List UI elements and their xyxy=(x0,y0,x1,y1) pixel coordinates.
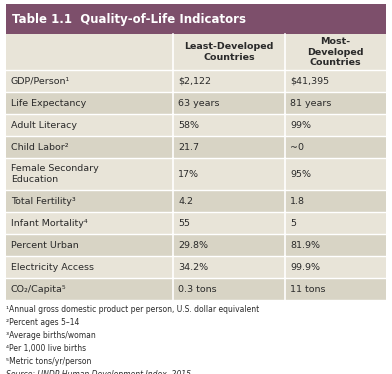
Bar xyxy=(6,190,386,212)
Text: ³Average births/woman: ³Average births/woman xyxy=(6,331,96,340)
Text: 1.8: 1.8 xyxy=(290,196,305,205)
Text: GDP/Person¹: GDP/Person¹ xyxy=(11,77,70,86)
Bar xyxy=(6,70,386,92)
Bar xyxy=(6,158,386,190)
Text: 81 years: 81 years xyxy=(290,98,332,107)
Text: $2,122: $2,122 xyxy=(178,77,211,86)
Bar xyxy=(6,114,386,136)
Text: $41,395: $41,395 xyxy=(290,77,329,86)
Text: Least-Developed
Countries: Least-Developed Countries xyxy=(185,42,274,62)
Text: 81.9%: 81.9% xyxy=(290,240,320,249)
Bar xyxy=(6,278,386,300)
Text: Life Expectancy: Life Expectancy xyxy=(11,98,86,107)
Bar xyxy=(6,256,386,278)
Bar xyxy=(6,212,386,234)
Text: 58%: 58% xyxy=(178,120,199,129)
Text: CO₂/Capita⁵: CO₂/Capita⁵ xyxy=(11,285,67,294)
Text: Electricity Access: Electricity Access xyxy=(11,263,94,272)
Bar xyxy=(6,136,386,158)
Bar xyxy=(6,4,386,34)
Text: Infant Mortality⁴: Infant Mortality⁴ xyxy=(11,218,88,227)
Text: 99.9%: 99.9% xyxy=(290,263,320,272)
Text: ⁵Metric tons/yr/person: ⁵Metric tons/yr/person xyxy=(6,357,91,366)
Text: 5: 5 xyxy=(290,218,296,227)
Text: Table 1.1  Quality-of-Life Indicators: Table 1.1 Quality-of-Life Indicators xyxy=(12,12,246,25)
Text: 29.8%: 29.8% xyxy=(178,240,208,249)
Text: 99%: 99% xyxy=(290,120,311,129)
Text: Female Secondary
Education: Female Secondary Education xyxy=(11,164,99,184)
Text: 11 tons: 11 tons xyxy=(290,285,326,294)
Text: ~0: ~0 xyxy=(290,142,304,151)
Text: Source: UNDP Human Development Index, 2015: Source: UNDP Human Development Index, 20… xyxy=(6,370,191,374)
Bar xyxy=(6,34,386,70)
Text: 21.7: 21.7 xyxy=(178,142,199,151)
Text: 34.2%: 34.2% xyxy=(178,263,208,272)
Text: ²Percent ages 5–14: ²Percent ages 5–14 xyxy=(6,318,79,327)
Text: Percent Urban: Percent Urban xyxy=(11,240,79,249)
Bar xyxy=(6,92,386,114)
Bar xyxy=(6,234,386,256)
Text: Child Labor²: Child Labor² xyxy=(11,142,69,151)
Text: ⁴Per 1,000 live births: ⁴Per 1,000 live births xyxy=(6,344,86,353)
Text: Total Fertility³: Total Fertility³ xyxy=(11,196,76,205)
Text: Adult Literacy: Adult Literacy xyxy=(11,120,77,129)
Text: 4.2: 4.2 xyxy=(178,196,193,205)
Text: 17%: 17% xyxy=(178,169,199,178)
Text: 95%: 95% xyxy=(290,169,311,178)
Text: 55: 55 xyxy=(178,218,190,227)
Text: 0.3 tons: 0.3 tons xyxy=(178,285,217,294)
Text: Most-
Developed
Countries: Most- Developed Countries xyxy=(307,37,364,67)
Text: ¹Annual gross domestic product per person, U.S. dollar equivalent: ¹Annual gross domestic product per perso… xyxy=(6,305,259,314)
Text: 63 years: 63 years xyxy=(178,98,220,107)
